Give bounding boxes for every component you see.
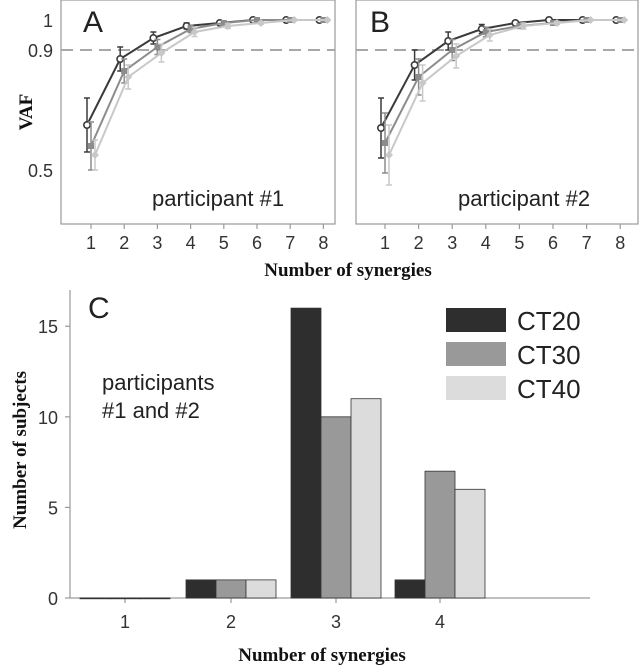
y-tick-label: 10 bbox=[38, 408, 58, 428]
legend-label-ct20: CT20 bbox=[517, 306, 581, 336]
x-tick-label: 3 bbox=[152, 233, 162, 253]
data-point bbox=[91, 151, 99, 159]
data-point bbox=[190, 28, 199, 36]
panel-b-annotation: participant #2 bbox=[458, 186, 590, 211]
bar-ct30 bbox=[215, 579, 247, 599]
x-tick-label: 8 bbox=[615, 233, 625, 253]
panel-a-frame bbox=[60, 0, 336, 225]
legend-label-ct40: CT40 bbox=[517, 374, 581, 404]
y-tick-label: 0 bbox=[48, 589, 58, 609]
x-tick-label: 8 bbox=[318, 233, 328, 253]
y-tick-label: 1 bbox=[43, 11, 53, 31]
data-point bbox=[553, 19, 561, 27]
x-tick-label: 4 bbox=[435, 612, 445, 632]
data-point bbox=[223, 22, 232, 30]
panel-b-plot: 1 2 3 4 5 6 7 8 bbox=[356, 15, 638, 253]
data-point bbox=[586, 16, 595, 24]
y-tick-label: 15 bbox=[38, 317, 58, 337]
x-tick-label: 4 bbox=[481, 233, 491, 253]
x-tick-label: 6 bbox=[252, 233, 262, 253]
bar-x-axis-title: Number of synergies bbox=[238, 645, 405, 666]
bar-ct30 bbox=[320, 416, 352, 599]
data-point bbox=[220, 20, 227, 26]
data-point bbox=[157, 49, 166, 57]
x-tick-label: 5 bbox=[514, 233, 524, 253]
bar-ct40 bbox=[139, 597, 171, 600]
top-x-axis-title: Number of synergies bbox=[264, 260, 431, 281]
panel-c-plot: 0 5 10 15 1 2 3 4 bbox=[38, 290, 590, 632]
panel-a: A participant #1 1 2 3 4 5 6 7 8 0.5 0.9 1 bbox=[28, 0, 336, 253]
bar-ct20 bbox=[394, 579, 426, 599]
legend-label-ct30: CT30 bbox=[517, 340, 581, 370]
panel-c: C participants #1 and #2 Number of subje… bbox=[10, 290, 590, 666]
x-tick-label: 1 bbox=[380, 233, 390, 253]
bar-ct30 bbox=[424, 470, 456, 599]
x-tick-label: 4 bbox=[186, 233, 196, 253]
panel-c-letter: C bbox=[88, 292, 110, 325]
series-line-3 bbox=[388, 19, 625, 156]
y-tick-label: 5 bbox=[48, 498, 58, 518]
x-tick-label: 2 bbox=[119, 233, 129, 253]
x-tick-label: 3 bbox=[331, 612, 341, 632]
legend-swatch-ct40 bbox=[446, 376, 506, 400]
data-point bbox=[187, 26, 194, 32]
bar-y-axis-title: Number of subjects bbox=[10, 371, 31, 529]
x-tick-label: 1 bbox=[86, 233, 96, 253]
data-point bbox=[485, 31, 494, 39]
bar-ct40 bbox=[350, 398, 382, 599]
data-point bbox=[410, 60, 419, 69]
panel-b-letter: B bbox=[370, 6, 390, 39]
panel-b-frame bbox=[355, 0, 639, 225]
data-point bbox=[482, 29, 489, 35]
data-point bbox=[257, 19, 265, 27]
data-point bbox=[154, 44, 161, 50]
data-point bbox=[124, 73, 133, 81]
data-point bbox=[323, 16, 332, 24]
data-point bbox=[254, 17, 260, 23]
legend-swatch-ct30 bbox=[446, 342, 506, 366]
vaf-axis-title: VAF bbox=[16, 94, 37, 131]
x-tick-label: 5 bbox=[219, 233, 229, 253]
panel-b: B participant #2 1 2 3 4 5 6 7 8 bbox=[355, 0, 639, 253]
data-point bbox=[449, 47, 456, 53]
data-point bbox=[385, 151, 393, 159]
data-point bbox=[415, 74, 422, 80]
x-tick-label: 2 bbox=[414, 233, 424, 253]
bar-ct20 bbox=[79, 597, 111, 600]
y-tick-label: 0.5 bbox=[28, 161, 53, 181]
data-point bbox=[83, 121, 92, 130]
panel-c-annotation-line-1: participants bbox=[102, 370, 215, 395]
bar-ct20 bbox=[290, 307, 322, 599]
bar-ct30 bbox=[109, 597, 141, 600]
y-tick-label: 0.9 bbox=[28, 41, 53, 61]
series-line-3 bbox=[94, 19, 328, 156]
data-point bbox=[382, 140, 388, 146]
panel-a-letter: A bbox=[83, 6, 103, 39]
x-tick-label: 7 bbox=[285, 233, 295, 253]
data-point bbox=[376, 124, 385, 133]
panel-a-plot: 1 2 3 4 5 6 7 8 0.5 0.9 1 bbox=[28, 11, 335, 253]
data-point bbox=[519, 22, 528, 30]
legend: CT20 CT30 CT40 bbox=[446, 306, 581, 404]
data-point bbox=[121, 68, 128, 74]
data-point bbox=[290, 16, 299, 24]
data-point bbox=[88, 143, 94, 149]
bar-ct40 bbox=[454, 488, 486, 599]
x-tick-label: 6 bbox=[548, 233, 558, 253]
x-tick-label: 2 bbox=[226, 612, 236, 632]
data-point bbox=[452, 52, 461, 60]
data-point bbox=[418, 79, 427, 87]
data-point bbox=[620, 16, 629, 24]
panel-c-annotation-line-2: #1 and #2 bbox=[102, 398, 200, 423]
x-tick-label: 3 bbox=[447, 233, 457, 253]
bar-ct20 bbox=[185, 579, 217, 599]
legend-swatch-ct20 bbox=[446, 308, 506, 332]
bar-ct40 bbox=[245, 579, 277, 599]
x-tick-label: 7 bbox=[582, 233, 592, 253]
panel-a-annotation: participant #1 bbox=[152, 186, 284, 211]
x-tick-label: 1 bbox=[120, 612, 130, 632]
